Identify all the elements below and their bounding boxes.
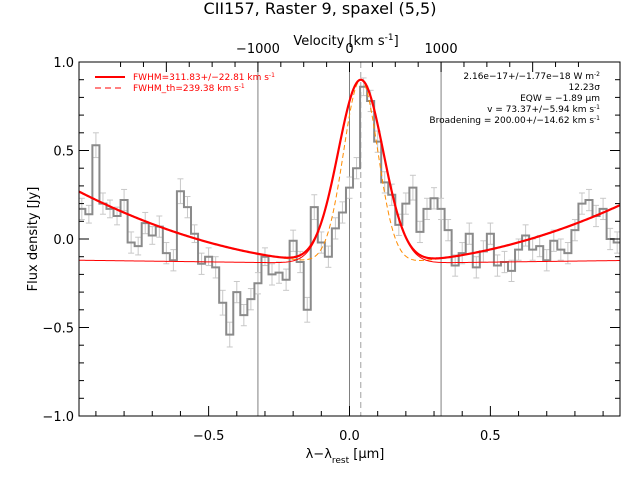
y-tick-label: 1.0 (53, 56, 74, 71)
y-tick-label: −1.0 (42, 410, 74, 425)
legend-label: FWHM=311.83+/−22.81 km s-1 (133, 72, 275, 84)
x-tick-label: 0.5 (480, 429, 501, 444)
x-tick-label: −0.5 (193, 429, 225, 444)
spectrum-data-step (79, 85, 620, 336)
x-axis-label: λ−λrest [μm] (306, 447, 385, 466)
y-tick-label: 0.5 (53, 145, 74, 160)
top-tick-label: 1000 (425, 42, 458, 57)
legend-label: FWHM_th=239.38 km s-1 (133, 83, 245, 95)
legend: FWHM=311.83+/−22.81 km s-1FWHM_th=239.38… (95, 72, 275, 95)
top-tick-label: −1000 (236, 42, 280, 57)
top-axis-label: Velocity [km s-1] (293, 33, 398, 49)
x-tick-label: 0.0 (339, 429, 360, 444)
chart-title: CII157, Raster 9, spaxel (5,5) (204, 0, 437, 18)
plot-clip-group (79, 62, 620, 416)
plot-area: −0.5 0.0 0.5 −1.0 −0.5 0.0 0.5 1.0 −1000 0 1000 (42, 42, 621, 444)
y-tick-label: 0.0 (53, 233, 74, 248)
top-tick-label: 0 (345, 42, 353, 57)
total-fit-curve (79, 78, 620, 260)
fit-annotation: Broadening = 200.00+/−14.62 km s-1 (429, 115, 600, 127)
y-tick-label: −0.5 (42, 322, 74, 337)
fit-annotation: 2.16e−17+/−1.77e−18 W m-2 (463, 71, 600, 83)
fit-annotation: v = 73.37+/−5.94 km s-1 (487, 104, 600, 116)
y-axis-label: Flux density [Jy] (26, 187, 41, 292)
fit-annotation: 12.23σ (569, 83, 601, 93)
fit-annotation: EQW = −1.89 μm (520, 94, 600, 104)
